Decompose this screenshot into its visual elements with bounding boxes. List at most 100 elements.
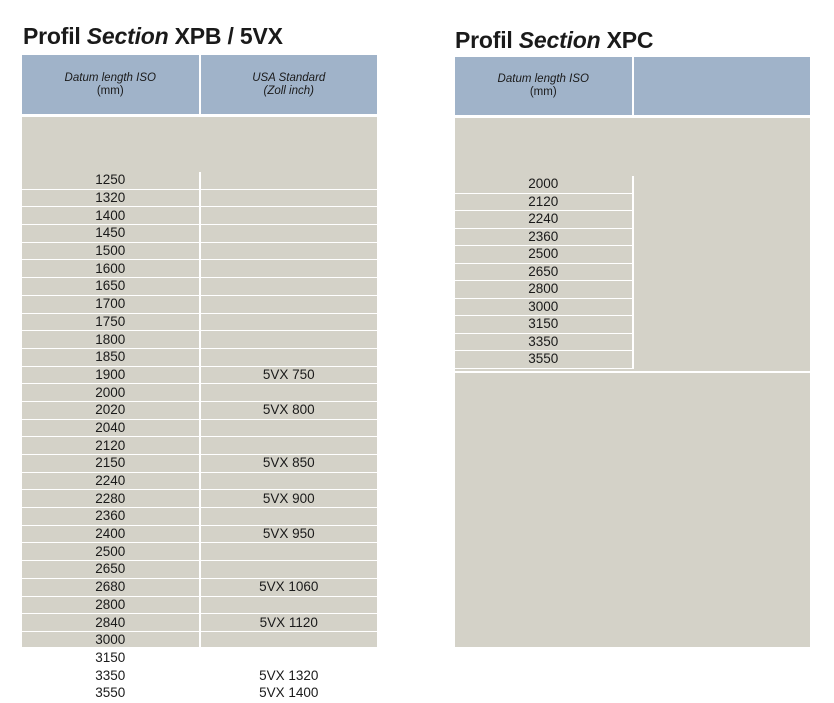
datum-length-cell: 1320 xyxy=(95,190,126,206)
table-row: 2360 xyxy=(22,508,377,526)
table-row: 2500 xyxy=(22,543,377,562)
header-empty-column xyxy=(631,57,811,115)
table-row: 3150 xyxy=(22,649,377,668)
table-row: 1900 5VX 750 xyxy=(22,366,378,385)
title-prefix: Profil xyxy=(23,23,87,49)
usa-standard-cell xyxy=(198,189,378,207)
title-prefix: Profil xyxy=(455,27,519,53)
xpb-5vx-length-table: Datum length ISO (mm) USA Standard (Zoll… xyxy=(22,55,377,703)
usa-standard-cell xyxy=(198,561,378,578)
table-row: 2240 xyxy=(22,472,378,491)
table-row: 1650 xyxy=(22,278,377,296)
datum-length-cell: 3150 xyxy=(455,316,632,334)
header-divider xyxy=(455,115,810,118)
datum-length-cell: 3000 xyxy=(95,632,126,648)
usa-standard-cell xyxy=(198,384,378,401)
usa-standard-cell: 5VX 850 xyxy=(198,455,378,472)
datum-length-cell: 2650 xyxy=(455,264,632,281)
empty-cell xyxy=(631,316,811,334)
usa-standard-cell xyxy=(198,313,378,331)
header-line-1: Datum length ISO xyxy=(64,71,156,84)
table-row: 1400 xyxy=(22,207,377,226)
table-row: 2020 5VX 800 xyxy=(22,401,377,420)
table-row: 3550 5VX 1400 xyxy=(22,684,377,703)
table-rows-end-divider xyxy=(455,370,810,373)
datum-length-cell: 1500 xyxy=(95,243,126,259)
datum-length-cell: 3000 xyxy=(455,299,632,316)
header-datum-length-iso: Datum length ISO (mm) xyxy=(455,57,632,115)
table-row: 1450 xyxy=(22,225,377,243)
datum-length-cell: 1600 xyxy=(95,260,126,276)
usa-standard-cell xyxy=(198,596,378,614)
usa-standard-cell xyxy=(198,242,378,260)
usa-standard-cell xyxy=(198,225,378,242)
table-row: 3000 xyxy=(22,631,378,650)
datum-length-cell: 2120 xyxy=(95,437,126,453)
usa-standard-cell: 5VX 750 xyxy=(198,366,378,384)
empty-cell xyxy=(631,298,811,316)
table-row: 1600 xyxy=(22,260,378,279)
datum-length-cell: 2120 xyxy=(455,194,632,211)
table-body: 1250 1320 1400 1450 1500 1600 1650 1700 1750 1800… xyxy=(22,172,377,703)
table-row: 2650 xyxy=(455,263,810,281)
table-body: 2000 2120 2240 2360 2500 2650 2800 3000 3150 3350… xyxy=(455,119,811,373)
table-row: 1850 xyxy=(22,348,378,367)
title-italic-word: Section xyxy=(518,27,601,53)
usa-standard-cell: 5VX 950 xyxy=(198,525,378,543)
table-row: 1500 xyxy=(22,242,378,261)
header-line-1: Datum length ISO xyxy=(497,73,589,85)
table-row: 1750 xyxy=(22,313,378,332)
table-row: 1320 xyxy=(22,189,378,208)
xpc-section-title: Profil Section XPC xyxy=(455,26,654,54)
datum-length-cell: 2360 xyxy=(455,229,632,246)
header-line-2: (mm) xyxy=(96,84,124,97)
datum-length-cell: 3150 xyxy=(95,649,126,665)
table-row: 2800 xyxy=(22,596,378,615)
empty-cell xyxy=(631,176,811,194)
datum-length-cell: 3350 xyxy=(455,334,632,351)
table-row: 3350 xyxy=(455,333,810,351)
usa-standard-cell xyxy=(198,295,378,313)
title-suffix: XPB / 5VX xyxy=(168,23,283,49)
datum-length-cell: 2800 xyxy=(95,596,126,612)
datum-length-cell: 3550 xyxy=(95,685,126,701)
usa-standard-cell xyxy=(198,348,378,366)
datum-length-cell: 1400 xyxy=(95,207,126,223)
header-line-1: USA Standard xyxy=(252,71,326,84)
table-row: 1250 xyxy=(22,172,377,190)
usa-standard-cell xyxy=(198,472,378,490)
datum-length-cell: 2150 xyxy=(95,455,126,471)
usa-standard-cell xyxy=(198,437,378,454)
table-header: Datum length ISO (mm) xyxy=(455,57,810,115)
table-row: 2650 xyxy=(22,561,377,579)
empty-cell xyxy=(631,211,811,229)
table-row: 3550 xyxy=(455,351,810,369)
table-row: 1700 xyxy=(22,295,378,314)
datum-length-cell: 2280 xyxy=(95,490,126,506)
table-row: 3350 5VX 1320 xyxy=(22,667,377,685)
datum-length-cell: 2680 xyxy=(95,579,126,595)
datum-length-cell: 2240 xyxy=(95,473,126,489)
usa-standard-cell xyxy=(198,331,378,348)
table-row: 2000 xyxy=(455,176,810,194)
table-row: 2840 5VX 1120 xyxy=(22,614,377,632)
empty-cell xyxy=(631,228,811,246)
datum-length-cell: 2840 xyxy=(95,614,126,630)
datum-length-cell: 2240 xyxy=(455,211,632,229)
datum-length-cell: 3350 xyxy=(95,667,126,683)
table-row: 2000 xyxy=(22,384,377,402)
table-row: 2120 xyxy=(455,193,810,211)
header-datum-length-iso: Datum length ISO (mm) xyxy=(22,55,199,114)
usa-standard-cell: 5VX 1120 xyxy=(198,614,378,631)
usa-standard-cell xyxy=(198,631,378,649)
usa-standard-cell xyxy=(198,260,378,278)
datum-length-cell: 1650 xyxy=(95,278,126,294)
empty-cell xyxy=(631,351,811,369)
datum-length-cell: 2500 xyxy=(455,246,632,264)
datum-length-cell: 1750 xyxy=(95,313,126,329)
datum-length-cell: 2020 xyxy=(95,402,126,418)
table-row: 2400 5VX 950 xyxy=(22,525,378,544)
datum-length-cell: 1250 xyxy=(95,172,126,188)
usa-standard-cell: 5VX 900 xyxy=(198,490,378,508)
datum-length-cell: 1800 xyxy=(95,331,126,347)
